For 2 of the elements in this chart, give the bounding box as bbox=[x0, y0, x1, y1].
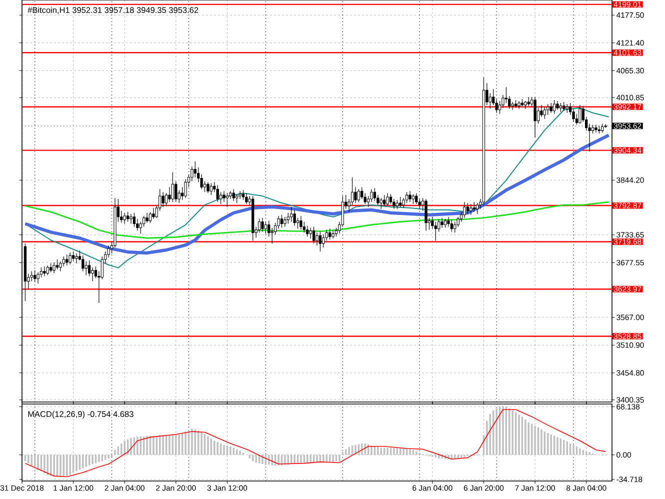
text: #Bitcoin,H1 3952.31 3957.18 3949.35 3953.62 bbox=[28, 6, 198, 14]
text: MACD(12,26,9) -0.754 4.683 bbox=[28, 410, 134, 419]
